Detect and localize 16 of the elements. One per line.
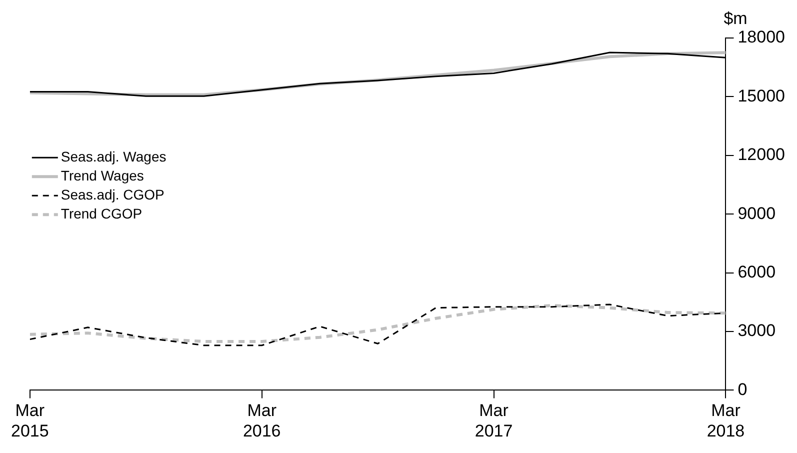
legend-label: Seas.adj. CGOP bbox=[60, 186, 164, 202]
legend-label: Trend CGOP bbox=[60, 205, 142, 222]
x-tick-label: Mar 2017 bbox=[474, 401, 513, 440]
x-tick-label: Mar 2018 bbox=[706, 401, 745, 440]
legend-label: Seas.adj. Wages bbox=[60, 148, 166, 164]
y-tick-label: 9000 bbox=[738, 204, 776, 223]
y-tick-label: 15000 bbox=[738, 86, 786, 106]
x-tick-label: Mar 2015 bbox=[10, 401, 49, 440]
y-tick-label: 6000 bbox=[738, 262, 776, 282]
y-tick-label: 3000 bbox=[738, 321, 776, 340]
y-tick-label: 12000 bbox=[738, 145, 786, 164]
y-tick-label: 18000 bbox=[738, 28, 786, 47]
x-tick-label: Mar 2016 bbox=[242, 401, 281, 440]
y-axis-title: $m bbox=[724, 9, 748, 28]
y-tick-label: 0 bbox=[738, 380, 748, 399]
legend-label: Trend Wages bbox=[60, 167, 144, 184]
